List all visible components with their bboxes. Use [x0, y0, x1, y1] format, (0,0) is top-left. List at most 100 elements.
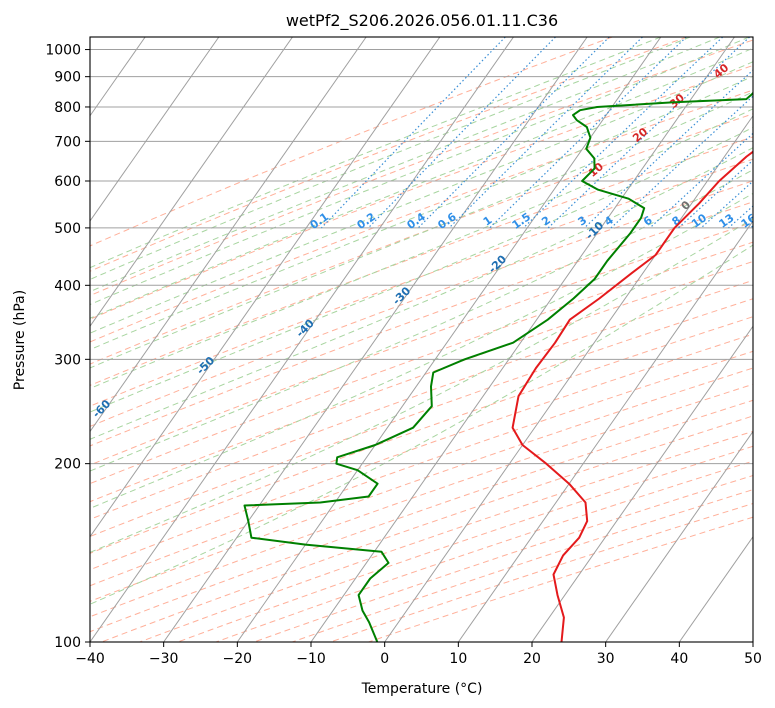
mixing-ratio-line	[750, 224, 753, 229]
moist-adiabat-line	[90, 75, 753, 351]
moist-adiabat-line	[90, 147, 753, 440]
dry-adiabat-line	[90, 383, 753, 618]
dry-adiabat-line	[90, 316, 753, 554]
dry-adiabat-line	[90, 180, 753, 427]
dry-adiabat-line	[90, 260, 753, 503]
moist-adiabat-line	[90, 169, 753, 472]
mixing-ratio-line	[700, 180, 753, 229]
isotherm-line	[0, 37, 72, 642]
isotherm-line	[90, 37, 441, 538]
isotherm-line	[90, 37, 293, 328]
isotherm-label: -60	[90, 397, 113, 420]
dry-adiabat-label: 40	[711, 61, 731, 81]
dry-adiabat-line	[90, 64, 753, 320]
y-tick-label: 500	[54, 221, 81, 237]
y-tick-label: 100	[54, 635, 81, 651]
dry-adiabat-line	[139, 430, 753, 642]
moist-adiabat-line	[90, 37, 720, 293]
dry-adiabat-line	[90, 201, 753, 447]
x-tick-label: −40	[75, 651, 105, 667]
mixing-ratio-line	[583, 69, 753, 229]
x-tick-label: 40	[670, 651, 688, 667]
moist-adiabat-line	[90, 244, 753, 605]
dry-adiabat-line	[90, 333, 753, 571]
mixing-ratio-label: 0.4	[404, 210, 428, 232]
x-tick-label: −10	[296, 651, 326, 667]
x-axis-ticks: −40 −30 −20 −10 0 10 20 30 40 50	[75, 642, 762, 667]
isotherm-line	[531, 325, 753, 642]
dry-adiabat-line	[90, 367, 753, 602]
mixing-ratio-label: 2	[539, 214, 553, 229]
y-tick-label: 1000	[45, 43, 81, 59]
dry-adiabat-line	[90, 158, 753, 407]
dry-adiabat-line	[90, 399, 753, 633]
dry-adiabat-line	[90, 241, 753, 485]
chart-title: wetPf2_S206.2026.056.01.11.C36	[286, 11, 558, 31]
y-tick-label: 200	[54, 457, 81, 473]
mixing-ratio-label: 1.5	[510, 210, 533, 232]
dry-adiabat-line	[90, 37, 613, 247]
isotherm-line	[90, 37, 367, 433]
isotherm-label: -20	[486, 252, 509, 275]
isotherm-line	[163, 37, 588, 642]
dewpoint-line	[243, 91, 753, 642]
mixing-ratio-label: 1	[481, 214, 495, 229]
mixing-ratio-line	[448, 37, 643, 229]
moist-adiabat-line	[90, 192, 753, 509]
isotherm-label: -50	[194, 354, 217, 377]
dry-adiabat-line	[90, 136, 753, 386]
y-axis-ticks: 100 200 300 400 500 600 700 800 900 1000	[45, 43, 90, 651]
mixing-ratio-line	[610, 95, 753, 229]
moist-adiabat-line	[90, 91, 753, 369]
x-tick-label: −20	[223, 651, 253, 667]
isotherm-line	[752, 641, 753, 642]
mixing-ratio-label: 0.1	[308, 210, 331, 232]
x-tick-label: 50	[744, 651, 762, 667]
dry-adiabat-line	[90, 89, 753, 343]
moist-adiabat-line	[90, 47, 753, 319]
dry-adiabat-line	[90, 298, 753, 538]
mixing-ratio-line	[320, 37, 506, 229]
isotherm-label: -40	[294, 317, 317, 340]
moist-adiabat-line	[90, 218, 753, 553]
y-tick-label: 700	[54, 134, 81, 150]
moist-adiabat-line	[90, 108, 753, 389]
y-tick-label: 600	[54, 174, 81, 190]
isotherm-line	[678, 535, 753, 642]
isotherm-line	[90, 37, 220, 222]
mixing-ratio-line	[367, 37, 556, 229]
x-tick-label: −30	[149, 651, 179, 667]
dry-adiabat-line	[330, 502, 753, 642]
mixing-ratio-line	[547, 37, 751, 229]
y-axis-title: Pressure (hPa)	[12, 290, 28, 390]
x-axis-title: Temperature (°C)	[361, 681, 483, 697]
x-tick-label: 0	[380, 651, 389, 667]
mixing-ratio-line	[728, 205, 753, 229]
dry-adiabat-line	[90, 113, 753, 365]
temperature-line	[511, 150, 753, 642]
isotherm-line	[457, 220, 753, 642]
y-tick-label: 800	[54, 100, 81, 116]
isotherm-line	[384, 114, 753, 642]
mixing-ratio-label: 3	[576, 214, 590, 229]
moist-adiabat-line	[90, 126, 753, 413]
moist-adiabat-line	[90, 61, 753, 334]
mixing-ratio-line	[522, 37, 724, 229]
mixing-ratio-label: 20	[763, 211, 775, 231]
x-tick-label: 30	[597, 651, 615, 667]
mixing-ratio-label: 0.2	[355, 210, 378, 232]
background-lines	[0, 37, 753, 642]
x-tick-label: 10	[449, 651, 467, 667]
plot-frame	[89, 36, 754, 643]
moist-adiabat-line	[90, 37, 661, 269]
dry-adiabat-line	[90, 221, 753, 466]
dry-adiabat-line	[292, 489, 753, 642]
y-tick-label: 300	[54, 352, 81, 368]
dry-adiabat-line	[90, 37, 688, 272]
moist-adiabat-line	[90, 37, 691, 281]
isotherm-label: -70	[0, 443, 8, 466]
isotherm-line	[310, 37, 735, 642]
isotherm-line	[605, 430, 753, 642]
isotherm-line	[90, 37, 514, 642]
